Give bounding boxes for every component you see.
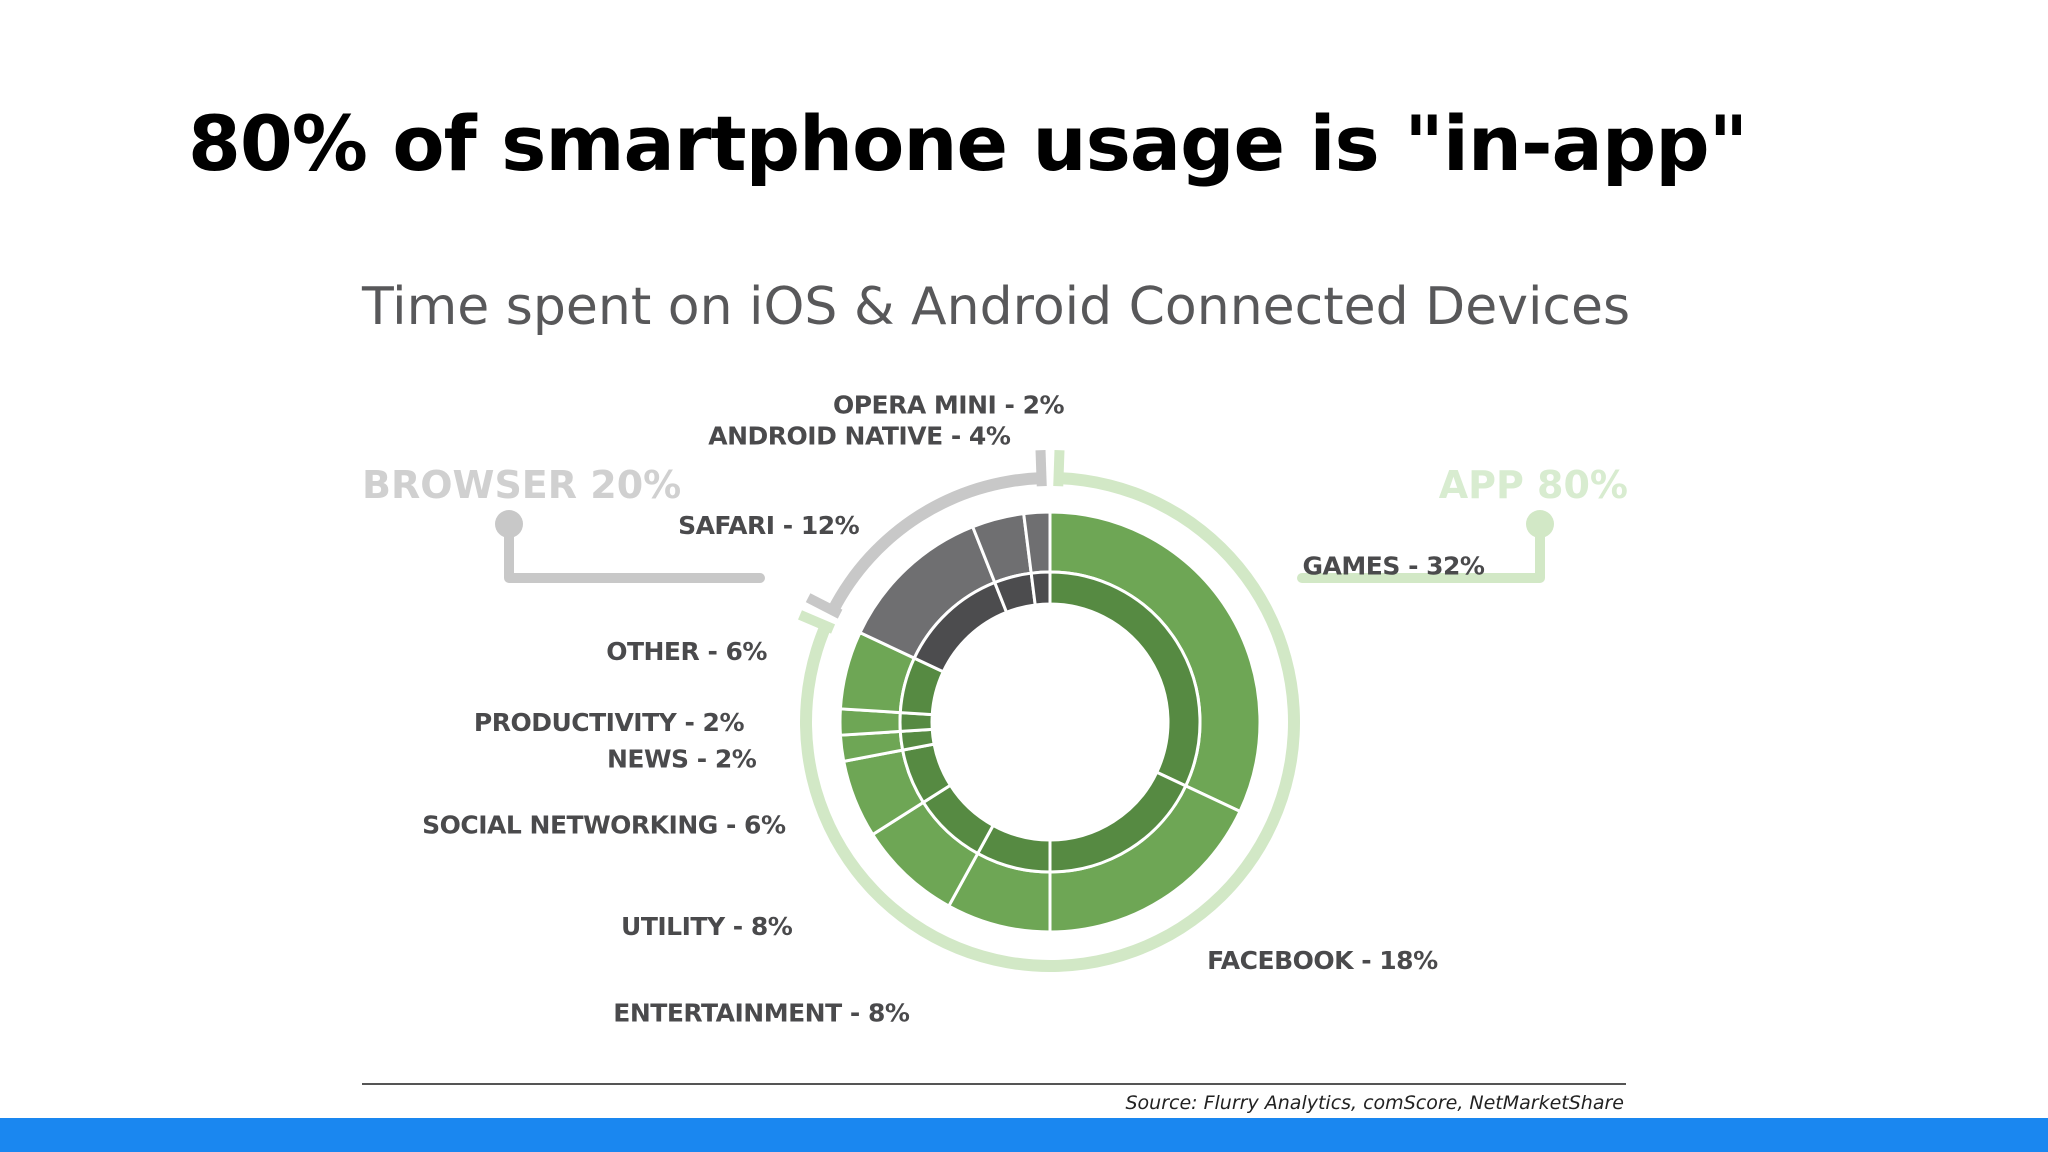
source-note: Source: Flurry Analytics, comScore, NetM… — [1125, 1092, 1624, 1114]
browser-group-label: BROWSER 20% — [362, 463, 681, 507]
app-group-label: APP 80% — [1439, 463, 1628, 507]
label-entertainment: ENTERTAINMENT - 8% — [613, 999, 910, 1028]
inner-ring — [898, 570, 1202, 874]
label-productivity: PRODUCTIVITY - 2% — [474, 708, 745, 737]
group-ring-tick — [1035, 449, 1047, 487]
app-connector-dot — [1526, 510, 1554, 538]
label-social-networking: SOCIAL NETWORKING - 6% — [422, 810, 786, 839]
label-news: NEWS - 2% — [607, 744, 757, 773]
bottom-accent-bar — [0, 1118, 2048, 1152]
group-ring-tick — [1053, 449, 1065, 487]
donut-segments — [838, 510, 1262, 934]
chart-title: Time spent on iOS & Android Connected De… — [361, 277, 1630, 337]
group-ring-tick — [805, 593, 843, 619]
slide-title: 80% of smartphone usage is "in-app" — [188, 99, 1748, 188]
browser-connector — [504, 519, 765, 583]
label-games: GAMES - 32% — [1303, 552, 1485, 581]
segment-labels: GAMES - 32% FACEBOOK - 18% ENTERTAINMENT -… — [422, 391, 1485, 1028]
label-other: OTHER - 6% — [606, 637, 767, 666]
label-utility: UTILITY - 8% — [621, 912, 793, 941]
segment-inner-opera-mini — [1029, 570, 1052, 607]
app-connector — [1297, 519, 1545, 583]
label-safari: SAFARI - 12% — [678, 511, 860, 540]
label-opera-mini: OPERA MINI - 2% — [833, 391, 1065, 420]
label-android-native: ANDROID NATIVE - 4% — [708, 421, 1011, 450]
group-ring-tick — [798, 610, 836, 634]
group-ring-browser — [827, 472, 1042, 614]
browser-connector-dot — [495, 510, 523, 538]
group-ring — [798, 449, 1300, 973]
label-facebook: FACEBOOK - 18% — [1207, 946, 1438, 975]
